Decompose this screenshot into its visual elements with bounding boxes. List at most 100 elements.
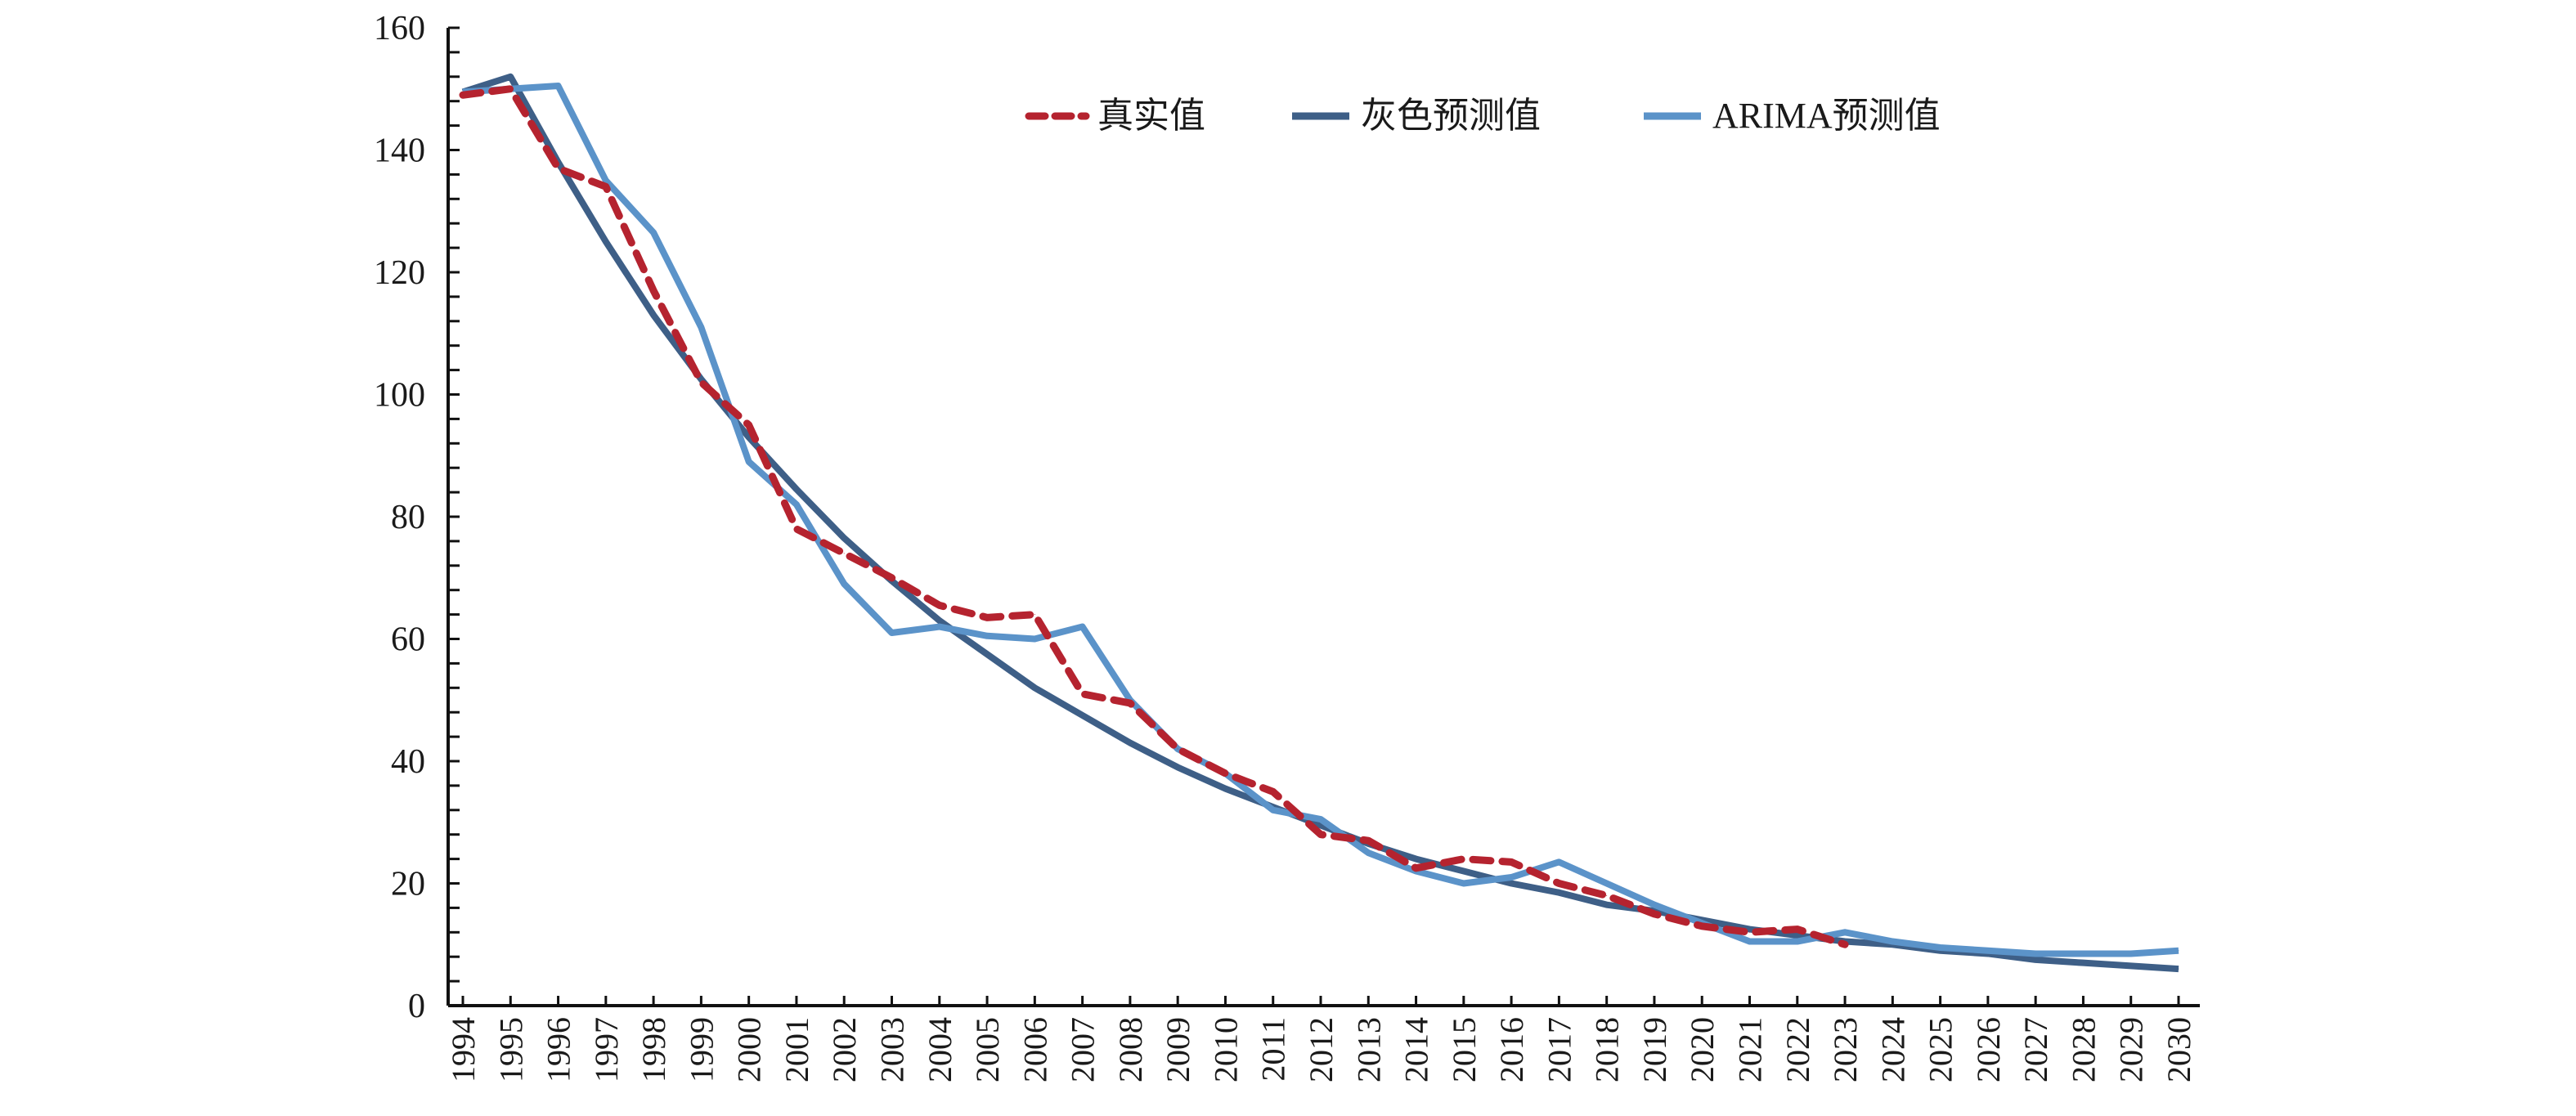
data-point — [1749, 941, 1750, 943]
data-point — [939, 626, 940, 628]
data-point — [700, 326, 702, 328]
data-point — [1892, 941, 1893, 943]
x-tick-label: 2010 — [1207, 1017, 1244, 1082]
x-tick-label: 2005 — [969, 1017, 1006, 1082]
data-point — [462, 94, 464, 96]
axes: 0 20 40 60 80 100 120 140 160 1994 1995 1996 1997 199… — [374, 10, 2200, 1082]
data-point — [891, 632, 892, 634]
data-point — [1558, 892, 1560, 894]
data-point — [1558, 861, 1560, 863]
x-tick-label: 2025 — [1923, 1017, 1959, 1082]
x-tick-label: 2026 — [1970, 1017, 2007, 1082]
data-point — [2082, 962, 2084, 964]
data-point — [1367, 852, 1369, 854]
data-point — [748, 461, 750, 463]
data-point — [605, 186, 607, 187]
data-point — [653, 314, 654, 316]
x-tick-label: 2013 — [1350, 1017, 1387, 1082]
x-tick-label: 2000 — [731, 1017, 768, 1082]
y-tick-label: 40 — [391, 743, 425, 781]
x-tick-label: 2024 — [1874, 1017, 1911, 1082]
legend-label: 灰色预测值 — [1361, 96, 1541, 136]
x-tick-label: 2023 — [1827, 1017, 1864, 1082]
y-tick-label: 120 — [374, 254, 425, 292]
data-point — [1224, 788, 1226, 790]
x-tick-label: 2027 — [2017, 1017, 2054, 1082]
data-point — [2035, 959, 2036, 961]
y-tick-label: 140 — [374, 132, 425, 170]
series-line-0 — [459, 85, 1849, 948]
data-point — [1272, 791, 1274, 792]
data-point — [1367, 840, 1369, 841]
data-point — [1129, 742, 1131, 744]
x-tick-label: 2019 — [1636, 1017, 1673, 1082]
series-lines — [459, 73, 2179, 973]
data-point — [1844, 931, 1846, 933]
x-tick-label: 2021 — [1732, 1017, 1769, 1082]
data-point — [1320, 834, 1322, 836]
data-point — [1749, 931, 1750, 933]
y-tick-label: 100 — [374, 377, 425, 415]
data-point — [605, 180, 607, 182]
data-point — [1987, 950, 1989, 952]
data-point — [796, 528, 797, 530]
x-tick-label: 2029 — [2113, 1017, 2150, 1082]
data-point — [653, 289, 654, 291]
data-point — [1606, 894, 1608, 896]
data-point — [1082, 626, 1084, 628]
data-point — [1034, 614, 1035, 616]
x-tick-label: 1996 — [541, 1017, 577, 1082]
data-point — [558, 85, 559, 87]
x-tick-label: 2012 — [1303, 1017, 1340, 1082]
data-point — [1463, 883, 1465, 884]
data-point — [1510, 861, 1512, 863]
x-tick-label: 2008 — [1112, 1017, 1149, 1082]
data-point — [1558, 883, 1560, 884]
x-tick-label: 2011 — [1255, 1017, 1292, 1082]
data-point — [1510, 876, 1512, 878]
x-tick-label: 2006 — [1016, 1017, 1053, 1082]
data-point — [605, 241, 607, 243]
data-point — [509, 76, 511, 78]
x-tick-label: 2028 — [2065, 1017, 2102, 1082]
data-point — [1463, 871, 1465, 872]
data-point — [653, 231, 654, 233]
x-tick-label: 2015 — [1446, 1017, 1483, 1082]
y-tick-label: 0 — [408, 988, 425, 1025]
y-tick-label: 80 — [391, 499, 425, 536]
data-point — [1129, 702, 1131, 704]
data-point — [843, 553, 845, 554]
x-tick-label: 2016 — [1493, 1017, 1530, 1082]
data-point — [1272, 809, 1274, 811]
data-point — [1320, 818, 1322, 820]
x-tick-label: 2002 — [826, 1017, 863, 1082]
data-point — [1606, 883, 1608, 884]
x-tick-label: 2022 — [1779, 1017, 1816, 1082]
x-tick-label: 1997 — [588, 1017, 625, 1082]
data-point — [1082, 693, 1084, 695]
x-tick-label: 1999 — [683, 1017, 720, 1082]
legend-label: ARIMA预测值 — [1712, 96, 1941, 136]
y-tick-label: 60 — [391, 621, 425, 659]
data-point — [1463, 858, 1465, 860]
data-point — [1320, 824, 1322, 826]
x-tick-label: 1994 — [445, 1017, 482, 1082]
y-tick-label: 20 — [391, 866, 425, 903]
data-point — [843, 583, 845, 585]
data-point — [509, 88, 511, 90]
data-point — [796, 488, 797, 490]
x-tick-label: 2017 — [1541, 1017, 1577, 1082]
data-point — [1844, 943, 1846, 945]
data-point — [1606, 904, 1608, 906]
x-tick-label: 2009 — [1160, 1017, 1196, 1082]
x-tick-label: 2014 — [1398, 1017, 1435, 1082]
x-tick-label: 2001 — [779, 1017, 815, 1082]
y-tick-label: 160 — [374, 10, 425, 47]
data-point — [2082, 952, 2084, 954]
legend-label: 真实值 — [1097, 96, 1205, 136]
data-point — [1510, 883, 1512, 884]
data-point — [986, 635, 988, 637]
data-point — [2035, 952, 2036, 954]
x-tick-label: 2003 — [874, 1017, 911, 1082]
